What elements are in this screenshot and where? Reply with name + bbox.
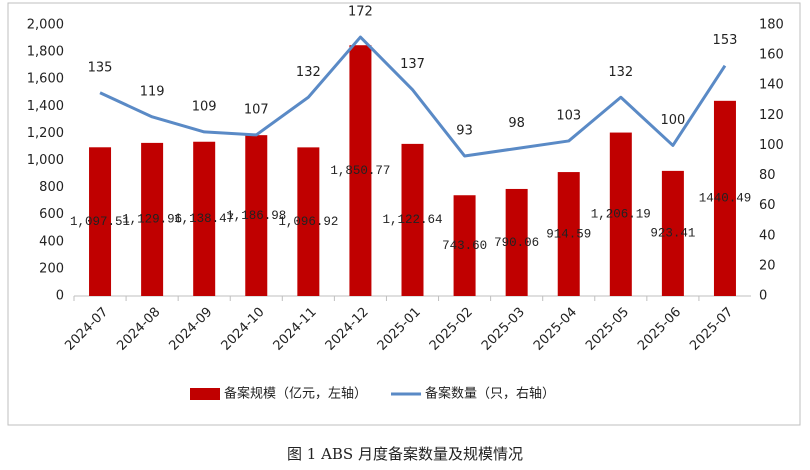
line-value-label: 119 bbox=[140, 84, 165, 99]
line-value-label: 100 bbox=[660, 113, 685, 128]
line-value-label: 109 bbox=[192, 99, 217, 114]
bar bbox=[89, 147, 112, 296]
y-tick-label: 200 bbox=[39, 261, 64, 276]
bar-value-label: 1,850.77 bbox=[330, 164, 390, 178]
bar-value-label: 1,206.19 bbox=[591, 208, 651, 222]
bar-value-label: 790.06 bbox=[494, 236, 539, 250]
bar bbox=[193, 141, 216, 296]
line-value-label: 135 bbox=[88, 60, 113, 75]
line-value-label: 132 bbox=[608, 65, 633, 80]
y2-tick-label: 180 bbox=[759, 18, 784, 33]
bar bbox=[453, 195, 476, 296]
x-tick-label: 2025-03 bbox=[479, 305, 528, 354]
y-tick-label: 2,000 bbox=[27, 18, 64, 33]
bar bbox=[661, 170, 684, 296]
line-value-label: 132 bbox=[296, 65, 321, 80]
y-tick-label: 0 bbox=[56, 289, 64, 304]
y-tick-label: 600 bbox=[39, 207, 64, 222]
y-tick-label: 400 bbox=[39, 234, 64, 249]
x-tick-label: 2024-12 bbox=[323, 305, 372, 354]
x-tick-label: 2025-05 bbox=[583, 305, 632, 354]
bar bbox=[245, 135, 268, 296]
y2-tick-label: 140 bbox=[759, 78, 784, 93]
bar bbox=[713, 100, 736, 297]
x-tick-label: 2025-07 bbox=[687, 305, 736, 354]
legend-label: 备案数量（只，右轴） bbox=[425, 386, 555, 402]
bar-value-label: 914.59 bbox=[546, 227, 591, 241]
line-value-label: 103 bbox=[556, 108, 581, 123]
bar bbox=[557, 172, 580, 296]
y2-tick-label: 160 bbox=[759, 48, 784, 63]
y2-tick-label: 0 bbox=[759, 289, 767, 304]
y-tick-label: 1,200 bbox=[27, 126, 64, 141]
line-value-label: 137 bbox=[400, 57, 425, 72]
legend-swatch bbox=[190, 388, 220, 400]
line-value-label: 172 bbox=[348, 5, 373, 20]
bar-value-label: 1,122.64 bbox=[382, 213, 442, 227]
x-tick-label: 2024-07 bbox=[62, 305, 111, 354]
y2-tick-label: 40 bbox=[759, 228, 776, 243]
bar-value-label: 1,097.51 bbox=[70, 215, 130, 229]
x-tick-label: 2025-04 bbox=[531, 305, 580, 354]
y2-tick-label: 120 bbox=[759, 108, 784, 123]
line bbox=[99, 35, 727, 158]
bar bbox=[401, 143, 424, 296]
y2-tick-label: 100 bbox=[759, 138, 784, 153]
bar-value-label: 923.41 bbox=[650, 227, 695, 241]
y2-tick-label: 60 bbox=[759, 198, 776, 213]
x-tick-label: 2024-08 bbox=[114, 305, 163, 354]
x-tick-label: 2025-06 bbox=[635, 305, 684, 354]
bar-value-label: 1,186.98 bbox=[226, 209, 286, 223]
bar bbox=[609, 132, 632, 296]
y-tick-label: 1,000 bbox=[27, 153, 64, 168]
y-tick-label: 1,800 bbox=[27, 45, 64, 60]
bar-value-label: 1440.49 bbox=[699, 192, 752, 206]
x-tick-label: 2025-02 bbox=[427, 305, 476, 354]
bar bbox=[505, 188, 528, 296]
bar bbox=[141, 142, 164, 296]
y2-tick-label: 20 bbox=[759, 258, 776, 273]
line-value-label: 93 bbox=[456, 123, 473, 138]
y-tick-label: 800 bbox=[39, 180, 64, 195]
chart-frame bbox=[7, 2, 801, 426]
line-value-label: 107 bbox=[244, 102, 269, 117]
bar-value-label: 1,138.47 bbox=[174, 212, 234, 226]
bar-value-label: 1,129.96 bbox=[122, 213, 182, 227]
legend-label: 备案规模（亿元，左轴） bbox=[224, 386, 367, 402]
line-value-label: 153 bbox=[713, 33, 738, 48]
x-tick-label: 2024-10 bbox=[219, 305, 268, 354]
x-tick-label: 2025-01 bbox=[375, 305, 424, 354]
bar-value-label: 743.60 bbox=[442, 239, 487, 253]
y-tick-label: 1,600 bbox=[27, 72, 64, 87]
bar bbox=[349, 45, 372, 296]
x-tick-label: 2024-11 bbox=[271, 305, 320, 354]
y-tick-label: 1,400 bbox=[27, 99, 64, 114]
x-tick-label: 2024-09 bbox=[166, 305, 215, 354]
caption: 图 1 ABS 月度备案数量及规模情况 bbox=[287, 445, 523, 463]
bar bbox=[297, 147, 320, 296]
bar-value-label: 1,096.92 bbox=[278, 215, 338, 229]
y2-tick-label: 80 bbox=[759, 168, 776, 183]
line-value-label: 98 bbox=[508, 116, 525, 131]
